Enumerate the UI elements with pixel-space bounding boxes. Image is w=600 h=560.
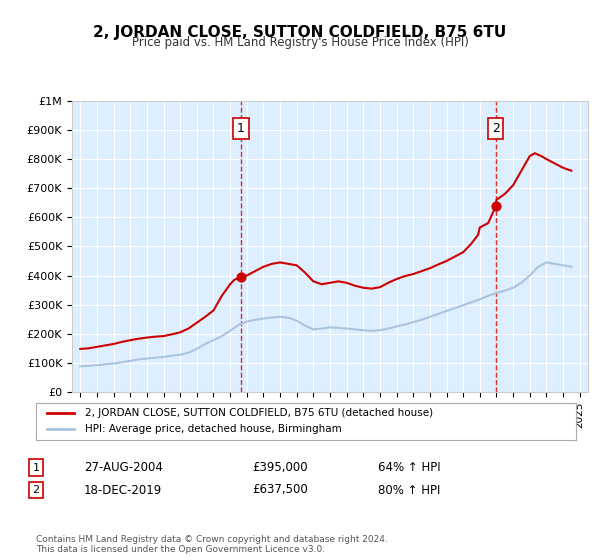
Point [236, 273, 246, 282]
Text: Price paid vs. HM Land Registry's House Price Index (HPI): Price paid vs. HM Land Registry's House … [131, 36, 469, 49]
Text: 1: 1 [32, 463, 40, 473]
Text: 1: 1 [237, 122, 245, 135]
Text: 18-DEC-2019: 18-DEC-2019 [84, 483, 162, 497]
Text: 2, JORDAN CLOSE, SUTTON COLDFIELD, B75 6TU: 2, JORDAN CLOSE, SUTTON COLDFIELD, B75 6… [94, 25, 506, 40]
Text: 2: 2 [492, 122, 500, 135]
Text: 27-AUG-2004: 27-AUG-2004 [84, 461, 163, 474]
Text: 2, JORDAN CLOSE, SUTTON COLDFIELD, B75 6TU (detached house): 2, JORDAN CLOSE, SUTTON COLDFIELD, B75 6… [85, 408, 433, 418]
Point [491, 202, 500, 211]
Text: £395,000: £395,000 [252, 461, 308, 474]
Text: 80% ↑ HPI: 80% ↑ HPI [378, 483, 440, 497]
Text: 64% ↑ HPI: 64% ↑ HPI [378, 461, 440, 474]
Text: Contains HM Land Registry data © Crown copyright and database right 2024.
This d: Contains HM Land Registry data © Crown c… [36, 535, 388, 554]
Text: HPI: Average price, detached house, Birmingham: HPI: Average price, detached house, Birm… [85, 424, 341, 435]
Text: 2: 2 [32, 485, 40, 495]
Text: £637,500: £637,500 [252, 483, 308, 497]
